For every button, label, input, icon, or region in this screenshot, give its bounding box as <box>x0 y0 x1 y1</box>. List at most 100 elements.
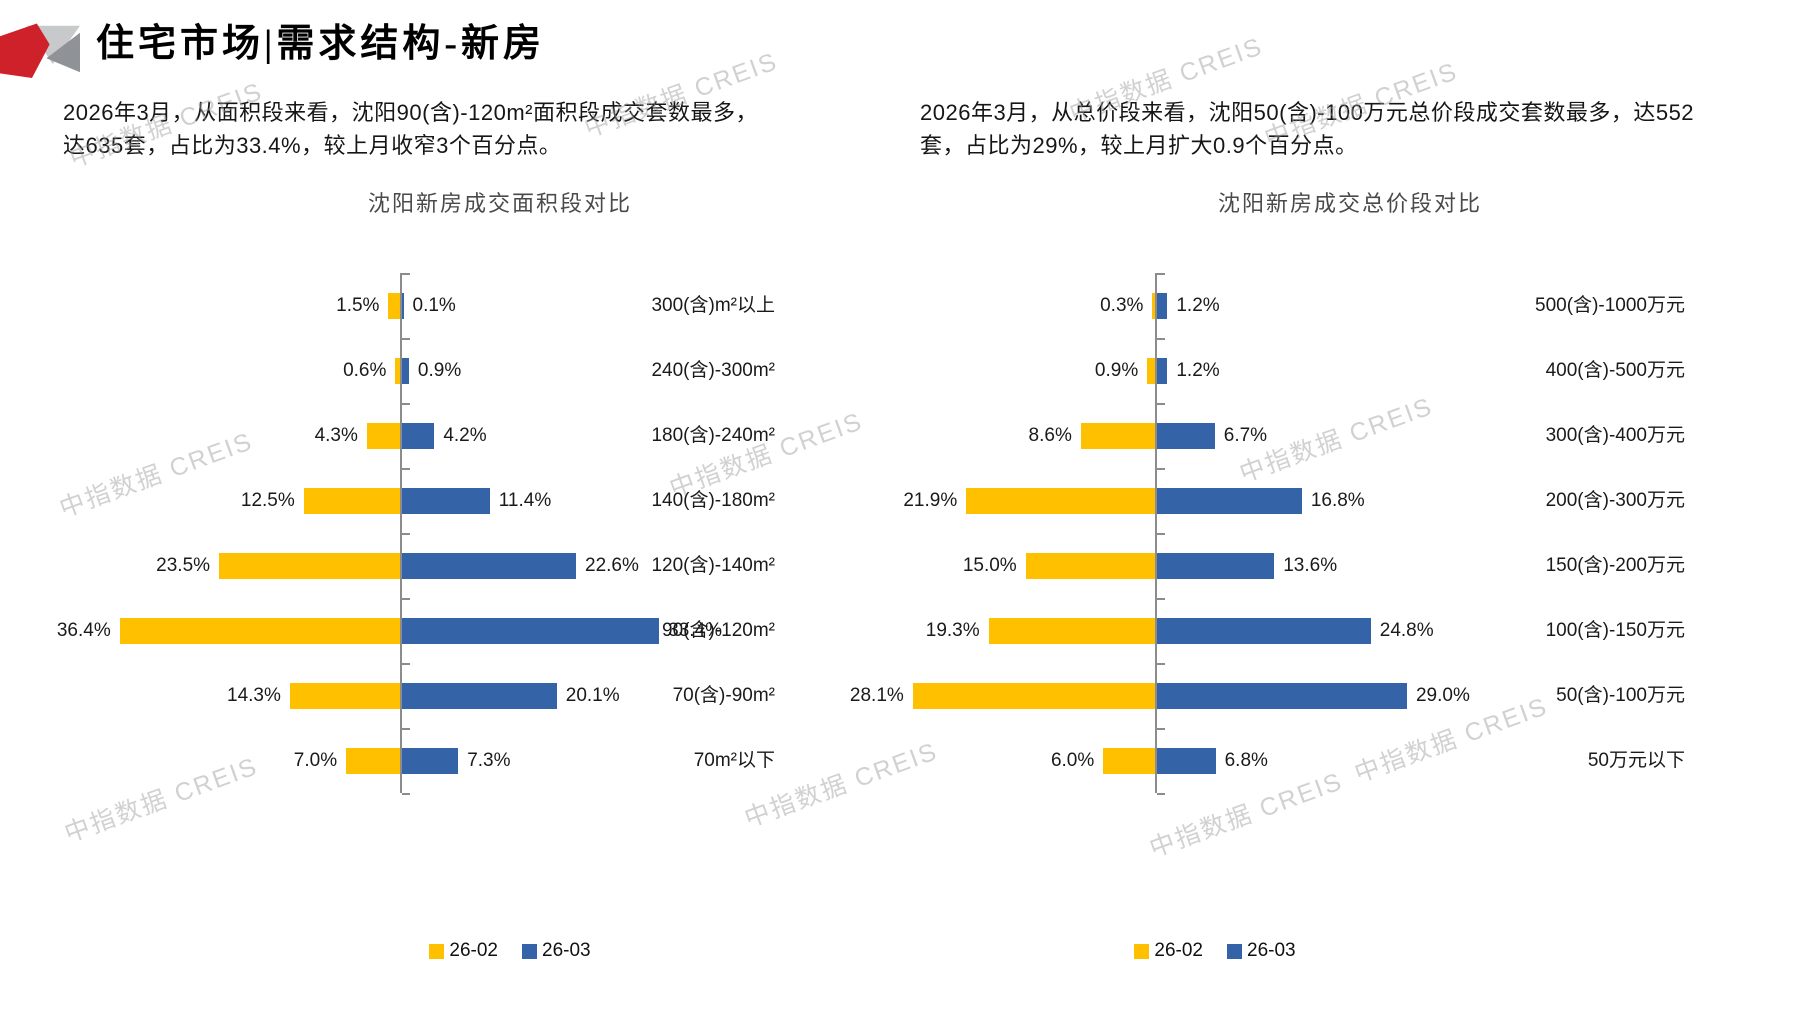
value-label-26-02: 0.3% <box>1100 294 1144 316</box>
legend-swatch-26-02 <box>1134 943 1150 959</box>
company-logo <box>0 20 80 78</box>
bar-26-03 <box>1157 422 1215 449</box>
legend-item-26-02: 26-02 <box>429 940 498 962</box>
value-label-26-02: 0.6% <box>343 359 387 381</box>
bar-26-02 <box>346 747 400 774</box>
bar-26-03 <box>402 617 660 644</box>
bar-26-02 <box>219 552 400 579</box>
axis-tick <box>1157 533 1165 535</box>
bar-26-02 <box>366 422 400 449</box>
bar-26-02 <box>1103 747 1155 774</box>
value-label-26-02: 6.0% <box>1050 749 1095 771</box>
category-label: 240(含)-300m² <box>651 359 775 381</box>
axis-tick <box>402 598 410 600</box>
left-summary-text: 2026年3月，从面积段来看，沈阳90(含)-120m²面积段成交套数最多，达6… <box>63 100 758 158</box>
bar-26-03 <box>402 422 435 449</box>
category-label: 200(含)-300万元 <box>1545 489 1685 511</box>
value-label-26-02: 23.5% <box>156 554 211 576</box>
legend-label-26-03: 26-03 <box>1247 940 1296 961</box>
bar-26-03 <box>1157 747 1216 774</box>
bar-26-03 <box>402 292 404 319</box>
bar-26-03 <box>402 487 490 514</box>
category-label: 150(含)-200万元 <box>1545 554 1685 576</box>
axis-tick <box>402 403 410 405</box>
legend-label-26-02: 26-02 <box>449 940 498 961</box>
bar-26-02 <box>988 617 1155 644</box>
axis-tick <box>402 793 410 795</box>
value-label-26-03: 6.8% <box>1224 749 1268 771</box>
value-label-26-03: 13.6% <box>1283 554 1338 576</box>
bar-26-02 <box>289 682 400 709</box>
legend-swatch-26-03 <box>1227 943 1242 959</box>
value-label-26-02: 1.5% <box>336 294 380 316</box>
bar-26-02 <box>1147 357 1155 384</box>
price-segment-tornado-chart: 0.3% 1.2% 500(含)-1000万元 0.9% 1.2% 400(含)-500万… <box>850 255 1695 815</box>
axis-tick <box>1157 273 1165 275</box>
category-label: 300(含)-400万元 <box>1545 424 1685 446</box>
axis-tick <box>1157 793 1165 795</box>
bar-26-02 <box>119 617 400 644</box>
right-summary-text: 2026年3月，从总价段来看，沈阳50(含)-100万元总价段成交套数最多，达5… <box>920 100 1695 158</box>
legend-item-26-03: 26-03 <box>1227 940 1296 962</box>
right-chart-legend: 26-02 26-03 <box>965 940 1465 962</box>
legend-item-26-03: 26-03 <box>522 940 591 962</box>
axis-tick <box>402 663 410 665</box>
bar-26-03 <box>402 682 557 709</box>
value-label-26-03: 7.3% <box>467 749 511 771</box>
value-label-26-03: 11.4% <box>498 489 552 511</box>
category-label: 180(含)-240m² <box>651 424 775 446</box>
axis-tick <box>402 533 410 535</box>
legend-swatch-26-02 <box>429 943 445 959</box>
axis-tick <box>1157 728 1165 730</box>
value-label-26-02: 8.6% <box>1028 424 1072 446</box>
category-label: 70m²以下 <box>693 749 775 771</box>
value-label-26-03: 0.1% <box>412 294 456 316</box>
value-label-26-02: 21.9% <box>903 489 958 511</box>
bar-26-03 <box>1157 552 1275 579</box>
bar-26-02 <box>388 292 400 319</box>
bar-26-03 <box>1157 682 1407 709</box>
legend-label-26-03: 26-03 <box>542 940 591 961</box>
y-axis-line <box>1155 273 1157 793</box>
value-label-26-03: 1.2% <box>1176 359 1220 381</box>
value-label-26-02: 0.9% <box>1094 359 1139 381</box>
value-label-26-03: 16.8% <box>1310 489 1365 511</box>
category-label: 100(含)-150万元 <box>1545 619 1685 641</box>
category-label: 400(含)-500万元 <box>1545 359 1685 381</box>
value-label-26-03: 24.8% <box>1379 619 1434 641</box>
right-chart-title: 沈阳新房成交总价段对比 <box>1217 191 1482 216</box>
category-label: 50万元以下 <box>1587 749 1685 771</box>
value-label-26-02: 28.1% <box>849 684 904 706</box>
bar-26-03 <box>402 357 409 384</box>
left-chart-legend: 26-02 26-03 <box>260 940 760 962</box>
bar-26-02 <box>1152 292 1155 319</box>
axis-tick <box>402 468 410 470</box>
bar-26-03 <box>402 552 577 579</box>
left-chart-title: 沈阳新房成交面积段对比 <box>367 191 632 216</box>
axis-tick <box>1157 468 1165 470</box>
axis-tick <box>402 338 410 340</box>
category-label: 140(含)-180m² <box>651 489 775 511</box>
legend-item-26-02: 26-02 <box>1134 940 1203 962</box>
area-segment-tornado-chart: 1.5% 0.1% 300(含)m²以上 0.6% 0.9% 240(含)-300m² 4.… <box>57 255 780 815</box>
axis-tick <box>1157 598 1165 600</box>
value-label-26-02: 14.3% <box>227 684 281 706</box>
bar-26-02 <box>1025 552 1155 579</box>
value-label-26-02: 4.3% <box>314 424 358 446</box>
bar-26-02 <box>395 357 400 384</box>
category-label: 120(含)-140m² <box>651 554 775 576</box>
bar-26-03 <box>1157 487 1302 514</box>
value-label-26-03: 0.9% <box>417 359 462 381</box>
legend-swatch-26-03 <box>522 943 537 959</box>
bar-26-02 <box>1080 422 1155 449</box>
bar-26-02 <box>912 682 1155 709</box>
category-label: 50(含)-100万元 <box>1556 684 1685 706</box>
value-label-26-03: 1.2% <box>1176 294 1220 316</box>
bar-26-03 <box>402 747 459 774</box>
value-label-26-02: 15.0% <box>962 554 1017 576</box>
bar-26-02 <box>966 487 1155 514</box>
value-label-26-03: 6.7% <box>1223 424 1268 446</box>
axis-tick <box>1157 403 1165 405</box>
y-axis-line <box>400 273 402 793</box>
